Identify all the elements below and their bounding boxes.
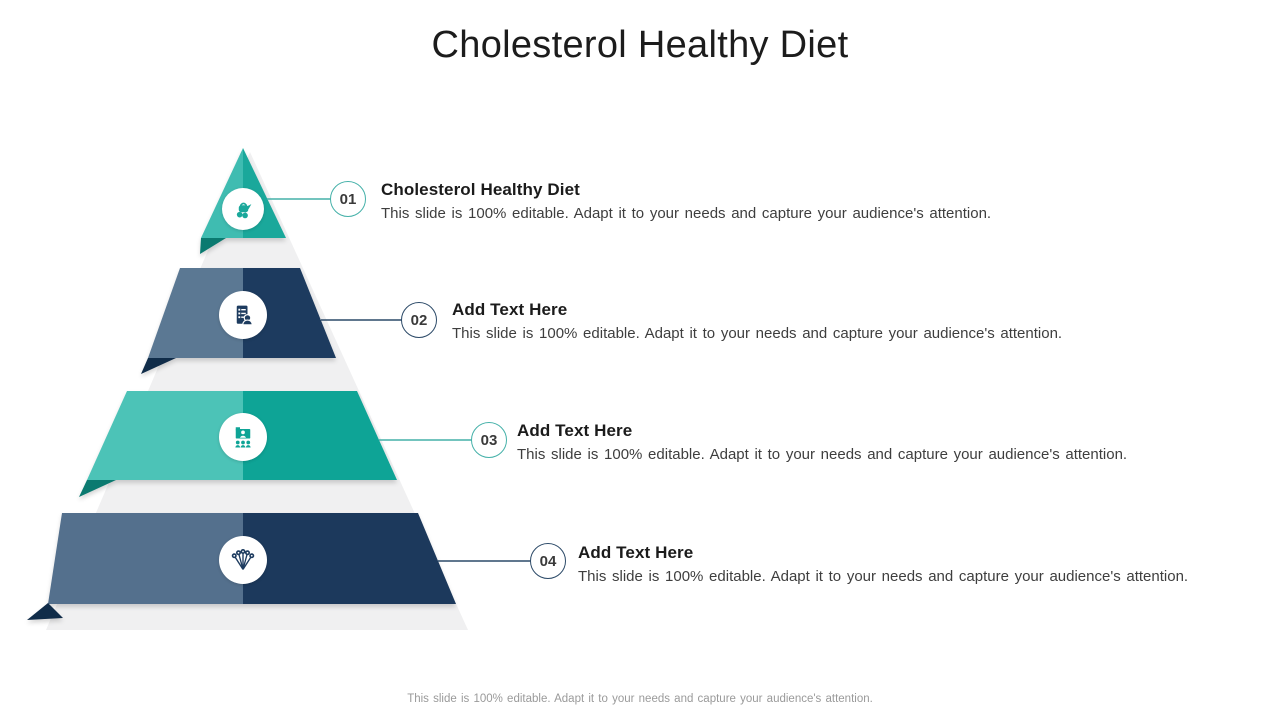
- layer2-right-half: [243, 268, 336, 358]
- row-description[interactable]: This slide is 100% editable. Adapt it to…: [578, 568, 1189, 585]
- badge-number: 04: [539, 552, 557, 570]
- row-title[interactable]: Add Text Here: [578, 543, 694, 562]
- layer4-left-half: [48, 513, 243, 604]
- badge-number: 02: [410, 311, 428, 329]
- layer3-right-half: [243, 391, 397, 480]
- pyramid-row-1: Cholesterol Healthy Diet This slide is 1…: [381, 180, 991, 222]
- clipboard-person-icon: [236, 305, 253, 326]
- badge-number: 01: [339, 190, 357, 208]
- row-description[interactable]: This slide is 100% editable. Adapt it to…: [517, 446, 1128, 463]
- layer4-icon-circle: [219, 536, 267, 584]
- page-title[interactable]: Cholesterol Healthy Diet: [431, 24, 849, 66]
- layer1-fold: [200, 238, 226, 254]
- presentation-audience-icon: [235, 427, 251, 448]
- slide-footer-note: This slide is 100% editable. Adapt it to…: [407, 693, 873, 705]
- row-description[interactable]: This slide is 100% editable. Adapt it to…: [381, 205, 992, 222]
- layer2-icon-circle: [219, 291, 267, 339]
- layer2-left-half: [148, 268, 243, 358]
- layer2-fold: [141, 358, 176, 374]
- layer1-icon-circle: [222, 188, 264, 230]
- pyramid-row-2: Add Text Here This slide is 100% editabl…: [452, 300, 1062, 342]
- network-fan-icon: [231, 549, 255, 570]
- number-badge-01: 01: [330, 181, 366, 217]
- layer3-icon-circle: [219, 413, 267, 461]
- layer3-left-half: [87, 391, 243, 480]
- pyramid-layer-4: [27, 513, 456, 620]
- row-title[interactable]: Cholesterol Healthy Diet: [381, 180, 580, 199]
- row-description[interactable]: This slide is 100% editable. Adapt it to…: [452, 325, 1063, 342]
- row-title[interactable]: Add Text Here: [452, 300, 568, 319]
- row-title[interactable]: Add Text Here: [517, 421, 633, 440]
- kettle-fruits-icon: [236, 202, 251, 218]
- pyramid-row-4: Add Text Here This slide is 100% editabl…: [578, 543, 1188, 585]
- number-badge-04: 04: [530, 543, 566, 579]
- pyramid-layer-3: [79, 391, 397, 497]
- badge-number: 03: [480, 431, 498, 449]
- pyramid-layer-2: [141, 268, 336, 374]
- layer4-fold: [27, 603, 63, 620]
- number-badge-03: 03: [471, 422, 507, 458]
- layer4-right-half: [243, 513, 456, 604]
- pyramid-row-3: Add Text Here This slide is 100% editabl…: [517, 421, 1127, 463]
- layer3-fold: [79, 480, 116, 497]
- number-badge-02: 02: [401, 302, 437, 338]
